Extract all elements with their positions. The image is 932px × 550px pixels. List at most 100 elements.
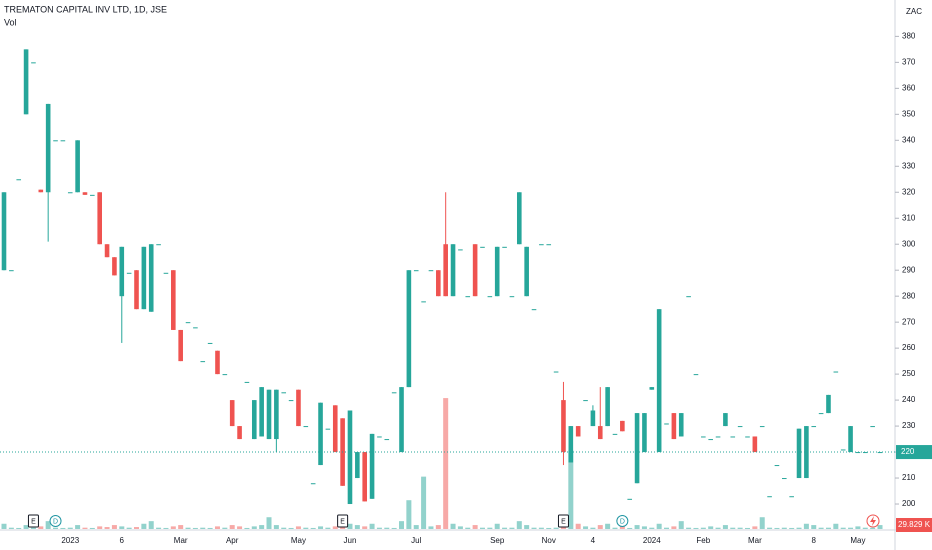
- y-tick-label: 290: [902, 265, 916, 274]
- volume-bar: [16, 527, 22, 529]
- candle-body: [723, 413, 728, 427]
- volume-bar: [700, 527, 706, 529]
- candle-body: [112, 257, 117, 276]
- volume-bar: [568, 450, 574, 529]
- volume-bar: [708, 526, 714, 529]
- volume-bar: [362, 526, 368, 529]
- volume-bar: [730, 527, 736, 529]
- candle-body: [377, 436, 382, 438]
- candle-body: [686, 296, 691, 298]
- volume-bar: [877, 525, 883, 529]
- volume-bar: [104, 527, 110, 529]
- volume-bar: [23, 525, 29, 529]
- y-tick-label: 250: [902, 369, 916, 378]
- volume-bar: [531, 527, 537, 529]
- candle-body: [855, 452, 861, 454]
- candle-body: [266, 389, 272, 440]
- candle-body: [332, 405, 338, 453]
- candle-body: [229, 400, 235, 427]
- candle-body: [75, 140, 80, 193]
- volume-bar: [656, 523, 662, 529]
- candle-body: [833, 371, 839, 373]
- volume-bar: [207, 527, 213, 529]
- volume-bar: [332, 526, 338, 529]
- volume-bar: [60, 527, 66, 529]
- x-tick-label: 2024: [643, 536, 661, 545]
- currency: ZAC: [906, 7, 922, 16]
- candle-body: [612, 433, 618, 435]
- candle-body: [141, 246, 147, 310]
- candle-body: [38, 189, 44, 193]
- candle-body: [539, 244, 544, 246]
- candle-body: [811, 426, 817, 428]
- candle-body: [664, 423, 669, 425]
- volume-bar: [281, 527, 287, 529]
- chart-title: TREMATON CAPITAL INV LTD, 1D, JSE: [4, 4, 167, 14]
- candle-body: [487, 296, 493, 298]
- candle-body: [384, 439, 390, 441]
- volume-bar: [597, 525, 603, 529]
- candle-body: [509, 296, 515, 298]
- candle-body: [715, 436, 721, 438]
- y-tick-label: 310: [902, 213, 916, 222]
- volume-bar: [848, 527, 854, 529]
- volume-bar: [619, 526, 625, 529]
- volume-bar: [774, 527, 780, 529]
- candle-body: [465, 296, 471, 298]
- candle-body: [148, 244, 154, 312]
- candle-body: [185, 322, 191, 324]
- volume-bar: [347, 523, 353, 529]
- candle-body: [421, 301, 426, 303]
- candle-body: [774, 465, 780, 467]
- volume-bar: [30, 527, 36, 529]
- last-volume-box: [896, 518, 932, 532]
- volume-bar: [134, 527, 140, 529]
- event-marker: [49, 515, 62, 527]
- volume-bar: [295, 526, 301, 529]
- event-label: E: [340, 518, 345, 525]
- volume-bar: [67, 527, 73, 529]
- volume-bar: [715, 527, 721, 529]
- y-tick-label: 320: [902, 187, 916, 196]
- volume-bar: [376, 527, 382, 529]
- volume-bar: [494, 523, 500, 529]
- volume-bar: [354, 525, 360, 529]
- y-tick-label: 330: [902, 161, 916, 170]
- volume-bar: [303, 527, 309, 529]
- candle-body: [413, 270, 419, 272]
- candle-body: [163, 272, 169, 274]
- volume-bar: [119, 526, 125, 529]
- volume-bar: [825, 527, 831, 529]
- candle-body: [259, 387, 264, 437]
- x-tick-label: Mar: [174, 536, 188, 545]
- volume-bar: [502, 527, 508, 529]
- candle-body: [244, 381, 250, 383]
- volume-bar: [833, 523, 839, 529]
- candle-body: [730, 436, 736, 438]
- volume-bar: [325, 527, 331, 529]
- y-tick-label: 240: [902, 395, 916, 404]
- volume-bar: [200, 527, 206, 529]
- volume-bar: [759, 517, 765, 529]
- candle-body: [318, 402, 323, 466]
- candle-body: [605, 387, 610, 427]
- candle-body: [9, 270, 14, 272]
- candle-body: [671, 413, 677, 440]
- volume-bar: [89, 527, 95, 529]
- volume-bar: [744, 527, 750, 529]
- candle-body: [53, 140, 58, 142]
- volume-bar: [575, 523, 581, 529]
- x-tick-label: May: [291, 536, 306, 545]
- candle-body: [553, 371, 559, 373]
- candle-body: [840, 449, 846, 451]
- candle-body: [399, 387, 404, 453]
- candle-body: [355, 452, 360, 479]
- candle-body: [222, 374, 228, 376]
- volume-bar: [413, 525, 419, 529]
- candle-body: [561, 400, 566, 453]
- volume-bar: [722, 525, 728, 529]
- volume-bar: [862, 527, 868, 529]
- y-tick-label: 230: [902, 421, 916, 430]
